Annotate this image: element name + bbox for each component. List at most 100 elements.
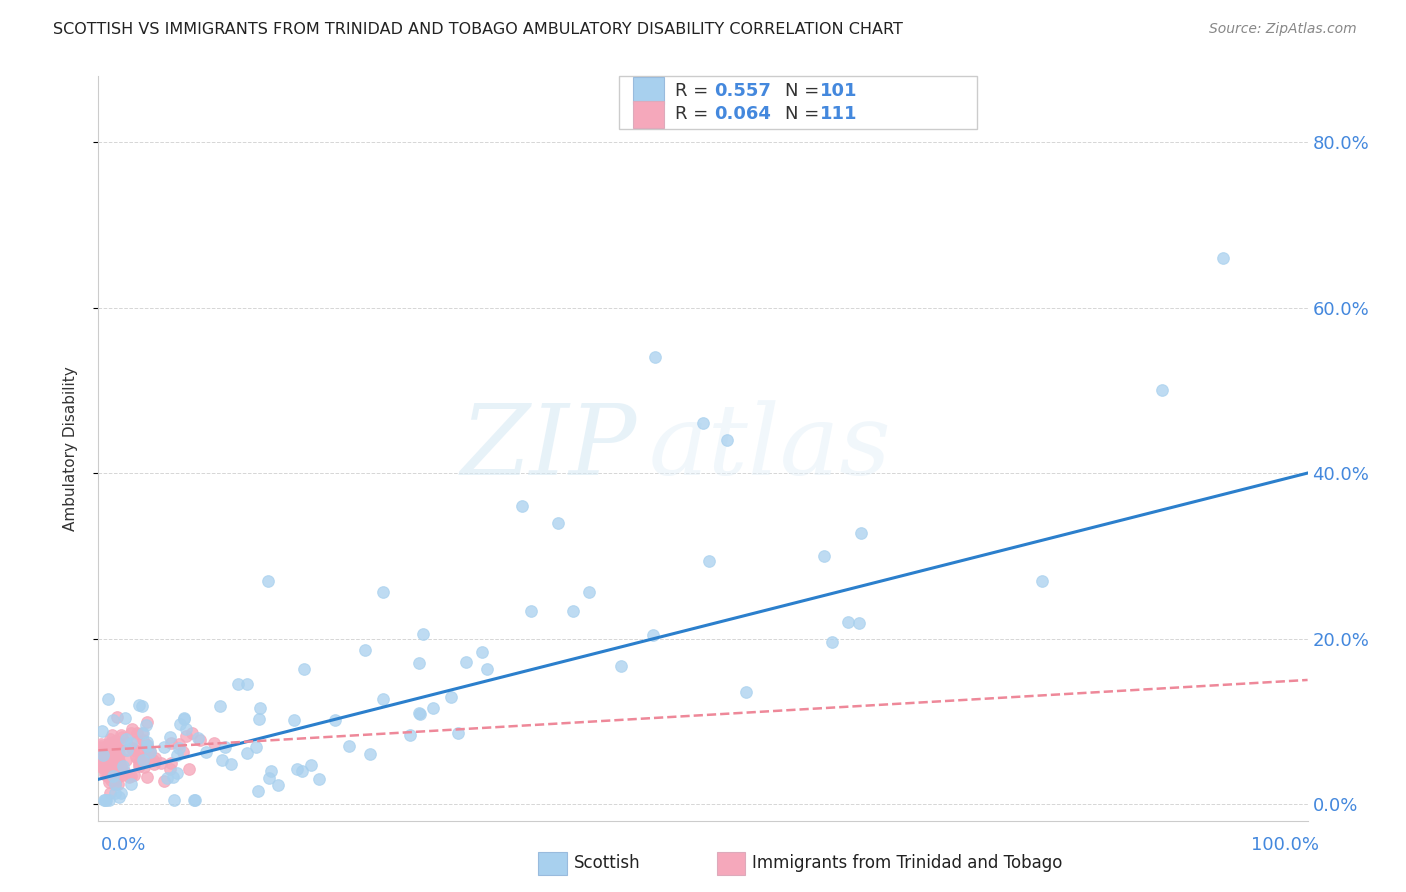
Point <box>121 740 143 755</box>
Point <box>114 711 136 725</box>
Point <box>169 741 191 756</box>
Point <box>90 750 112 764</box>
Point <box>259 764 281 778</box>
Point <box>408 656 430 670</box>
Point <box>610 659 633 673</box>
Point <box>115 731 138 746</box>
Point <box>90 758 112 772</box>
Point <box>101 769 124 783</box>
Text: 0.064: 0.064 <box>714 105 770 123</box>
Point <box>139 745 162 759</box>
Point <box>1031 574 1053 588</box>
Point <box>359 747 381 761</box>
Point <box>150 756 173 770</box>
Point <box>101 756 124 770</box>
Point <box>139 744 162 758</box>
Point <box>169 716 191 731</box>
Point <box>520 603 543 617</box>
Point <box>202 736 225 750</box>
Point <box>409 706 432 721</box>
Point <box>422 700 444 714</box>
Point <box>127 744 149 758</box>
Point <box>97 738 120 752</box>
Point <box>108 747 131 761</box>
Point <box>101 750 124 764</box>
Point <box>110 728 132 742</box>
Point <box>115 753 138 767</box>
Point <box>104 733 127 747</box>
Point <box>174 722 197 736</box>
Text: 100.0%: 100.0% <box>1251 836 1319 854</box>
Point <box>245 739 267 754</box>
Point <box>107 754 129 768</box>
Point <box>173 712 195 726</box>
Point <box>354 642 377 657</box>
Point <box>128 758 150 772</box>
Point <box>91 747 114 762</box>
Point <box>111 731 134 745</box>
Point <box>181 726 204 740</box>
Point <box>94 755 117 769</box>
Point <box>371 584 394 599</box>
Point <box>166 766 188 780</box>
Point <box>111 768 134 782</box>
Point <box>134 760 156 774</box>
Point <box>562 604 585 618</box>
Point <box>112 759 135 773</box>
Point <box>398 728 420 742</box>
Point <box>447 726 470 740</box>
Point <box>107 747 129 762</box>
Point <box>697 554 720 568</box>
Point <box>440 690 463 705</box>
Point <box>226 677 249 691</box>
Point <box>97 765 120 780</box>
Point <box>285 762 308 776</box>
Point <box>115 743 138 757</box>
Point <box>159 730 181 744</box>
Point <box>716 433 738 447</box>
Point <box>643 628 665 642</box>
Text: R =: R = <box>675 105 714 123</box>
Text: N =: N = <box>785 105 824 123</box>
Point <box>692 417 714 431</box>
Point <box>153 773 176 788</box>
Point <box>97 769 120 783</box>
Point <box>837 615 859 629</box>
Point <box>104 761 127 775</box>
Point <box>183 793 205 807</box>
Point <box>734 684 756 698</box>
Point <box>94 793 117 807</box>
Point <box>813 549 835 563</box>
Point <box>105 744 128 758</box>
Point <box>98 775 121 789</box>
Point <box>291 764 314 778</box>
Point <box>127 751 149 765</box>
Point <box>98 736 121 750</box>
Point <box>156 772 179 786</box>
Point <box>143 756 166 771</box>
Point <box>125 725 148 739</box>
Point <box>96 769 118 783</box>
Text: 0.557: 0.557 <box>714 82 770 100</box>
Point <box>107 764 129 779</box>
Point <box>89 749 111 764</box>
Point <box>412 627 434 641</box>
Point <box>131 753 153 767</box>
Text: 101: 101 <box>820 82 858 100</box>
Point <box>299 758 322 772</box>
Point <box>124 768 146 782</box>
Point <box>214 740 236 755</box>
Point <box>104 770 127 784</box>
Point <box>108 754 131 768</box>
Point <box>120 769 142 783</box>
Point <box>97 692 120 706</box>
Point <box>471 645 494 659</box>
Point <box>93 793 115 807</box>
Point <box>89 759 111 773</box>
Point <box>177 763 200 777</box>
Point <box>159 762 181 776</box>
Point <box>91 750 114 764</box>
Point <box>187 731 209 746</box>
Point <box>578 584 600 599</box>
Point <box>94 767 117 781</box>
